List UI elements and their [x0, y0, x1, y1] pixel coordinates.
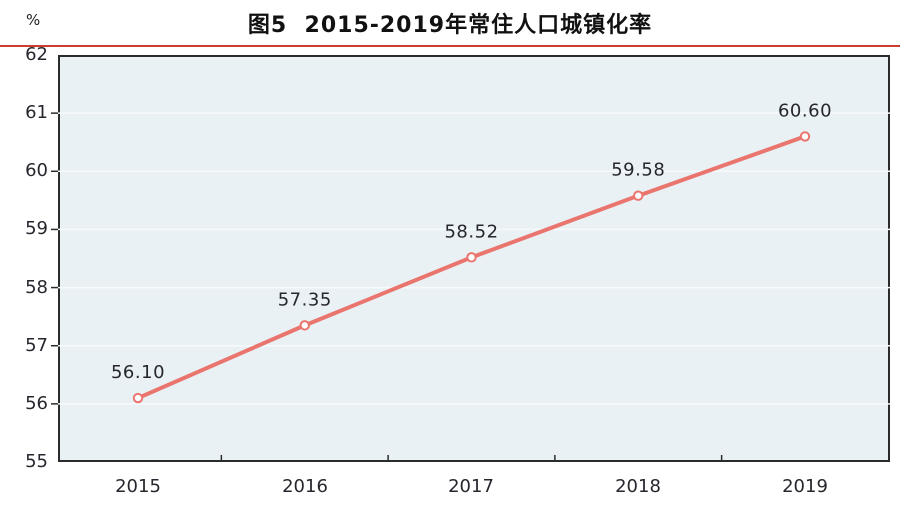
y-tick-label: 58: [25, 277, 48, 298]
data-point-marker: [799, 131, 811, 142]
y-tick-label: 57: [25, 335, 48, 356]
data-point-label: 56.10: [111, 362, 165, 383]
data-point-label: 60.60: [778, 100, 832, 121]
data-point-marker: [299, 320, 310, 331]
y-tick-label: 60: [25, 160, 48, 181]
data-point-marker: [633, 190, 644, 201]
line-chart-canvas: 56.10 57.35 58.52 59.58 60.60: [51, 100, 890, 462]
x-tick-label: 2017: [448, 476, 494, 497]
series-line: [136, 134, 807, 401]
data-point-label: 57.35: [278, 289, 332, 310]
y-tick-label: 56: [25, 393, 48, 414]
y-axis-unit-label: %: [26, 11, 41, 29]
x-tick-label: 2019: [782, 476, 828, 497]
y-tick-label: 62: [25, 44, 48, 65]
title-divider-line: [0, 45, 900, 47]
y-tick-label: 59: [25, 218, 48, 239]
y-tick-label: 61: [25, 102, 48, 123]
data-point-label: 59.58: [611, 160, 665, 181]
x-tick-label: 2015: [115, 476, 161, 497]
x-tick-label: 2016: [282, 476, 328, 497]
chart-title: 图5 2015-2019年常住人口城镇化率: [247, 13, 653, 38]
data-point-marker: [132, 392, 144, 404]
y-tick-label: 55: [25, 451, 48, 472]
data-point-label: 58.52: [444, 221, 498, 242]
x-tick-label: 2018: [615, 476, 661, 497]
plot-area: 56.10 57.35 58.52 59.58 60.60: [51, 55, 890, 462]
data-point-marker: [466, 252, 477, 263]
